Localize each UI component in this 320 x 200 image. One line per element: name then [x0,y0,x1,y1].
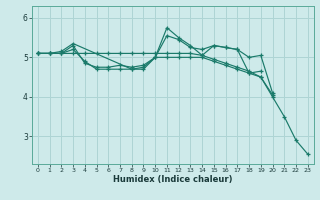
X-axis label: Humidex (Indice chaleur): Humidex (Indice chaleur) [113,175,233,184]
